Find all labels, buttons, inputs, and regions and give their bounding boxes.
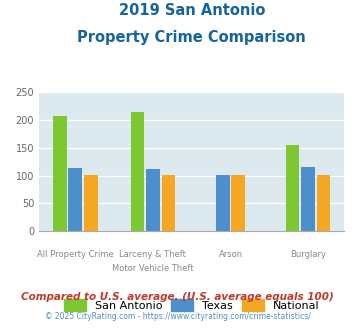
Bar bbox=[53, 116, 67, 231]
Text: Burglary: Burglary bbox=[290, 250, 326, 259]
Text: © 2025 CityRating.com - https://www.cityrating.com/crime-statistics/: © 2025 CityRating.com - https://www.city… bbox=[45, 312, 310, 321]
Bar bbox=[216, 175, 230, 231]
Bar bbox=[84, 175, 98, 231]
Text: Larceny & Theft: Larceny & Theft bbox=[119, 250, 186, 259]
Text: Motor Vehicle Theft: Motor Vehicle Theft bbox=[112, 264, 194, 273]
Bar bbox=[317, 175, 331, 231]
Bar bbox=[146, 170, 160, 231]
Text: All Property Crime: All Property Crime bbox=[37, 250, 114, 259]
Text: Property Crime Comparison: Property Crime Comparison bbox=[77, 30, 306, 45]
Text: Arson: Arson bbox=[218, 250, 242, 259]
Bar bbox=[69, 168, 82, 231]
Text: Compared to U.S. average. (U.S. average equals 100): Compared to U.S. average. (U.S. average … bbox=[21, 292, 334, 302]
Bar bbox=[131, 112, 144, 231]
Bar bbox=[162, 175, 175, 231]
Text: 2019 San Antonio: 2019 San Antonio bbox=[119, 3, 265, 18]
Bar bbox=[286, 145, 299, 231]
Bar bbox=[231, 175, 245, 231]
Bar bbox=[301, 167, 315, 231]
Legend: San Antonio, Texas, National: San Antonio, Texas, National bbox=[59, 295, 324, 315]
